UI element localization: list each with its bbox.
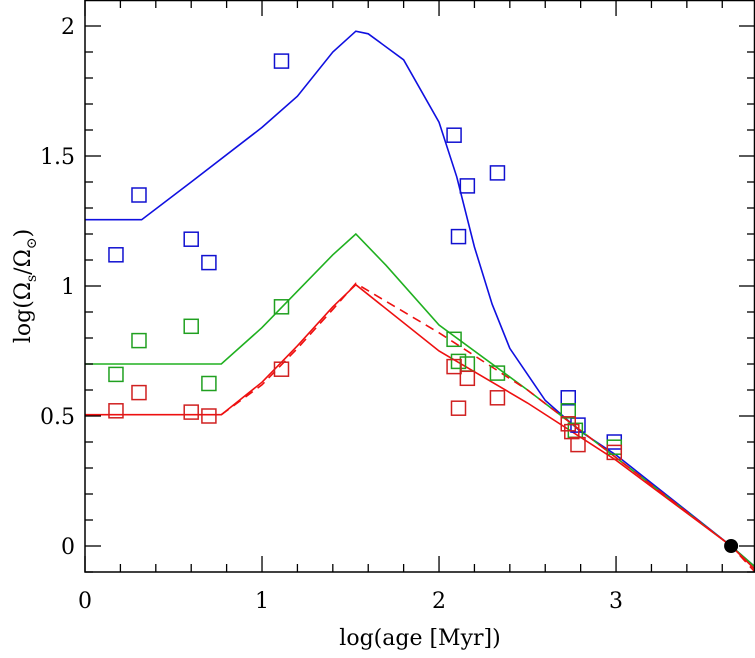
data-square-2-5 (446, 358, 462, 375)
model-line-2 (85, 283, 755, 570)
x-axis-label: log(age [Myr]) (339, 626, 500, 651)
x-tick-label: 0 (78, 589, 92, 614)
y-tick-label: 0.5 (40, 405, 75, 430)
y-tick-label: 1 (61, 275, 75, 300)
x-tick-label: 1 (255, 589, 269, 614)
data-square-1-5 (446, 331, 462, 348)
data-square-2-4 (273, 361, 290, 377)
y-axis-label: log(Ωs/Ω⊙) (11, 229, 40, 343)
data-square-2-0 (108, 403, 124, 419)
data-square-1-0 (108, 366, 124, 383)
axis-ticks (84, 0, 755, 573)
data-square-0-9 (560, 390, 576, 406)
data-square-2-9 (560, 416, 576, 432)
data-square-1-3 (201, 375, 217, 392)
data-square-0-0 (108, 247, 124, 263)
data-square-2-1 (131, 384, 147, 401)
data-square-1-9 (560, 403, 576, 419)
data-square-2-3 (201, 408, 217, 424)
plot-marks (85, 30, 755, 573)
data-square-1-2 (183, 318, 199, 335)
data-square-0-5 (446, 127, 462, 143)
data-square-2-11 (570, 436, 586, 453)
data-square-1-1 (131, 332, 147, 349)
data-square-2-8 (489, 390, 506, 406)
data-square-0-8 (489, 165, 506, 181)
data-square-0-1 (131, 187, 147, 203)
x-tick-label: 2 (432, 589, 446, 614)
data-square-1-4 (273, 299, 290, 315)
data-square-1-8 (489, 365, 506, 381)
model-line-1 (85, 232, 755, 568)
data-square-2-6 (450, 400, 467, 416)
y-tick-label: 2 (61, 15, 75, 40)
y-tick-label: 1.5 (40, 145, 75, 170)
data-square-0-2 (183, 231, 199, 247)
data-square-1-6 (450, 353, 467, 370)
y-tick-label: 0 (61, 535, 75, 560)
data-square-0-6 (450, 228, 467, 245)
data-square-2-12 (606, 444, 623, 461)
model-line-3 (220, 282, 755, 573)
data-square-2-2 (183, 404, 199, 420)
data-square-0-7 (459, 178, 476, 194)
x-tick-label: 3 (609, 589, 623, 614)
data-square-0-3 (201, 254, 217, 271)
data-square-2-10 (564, 423, 580, 440)
tick-labels: 0 1 2 3 0 0.5 1 1.5 2 (40, 15, 623, 614)
sun-point (724, 539, 739, 553)
data-square-0-4 (273, 53, 290, 69)
data-square-0-11 (606, 434, 623, 450)
data-square-2-7 (459, 370, 476, 387)
